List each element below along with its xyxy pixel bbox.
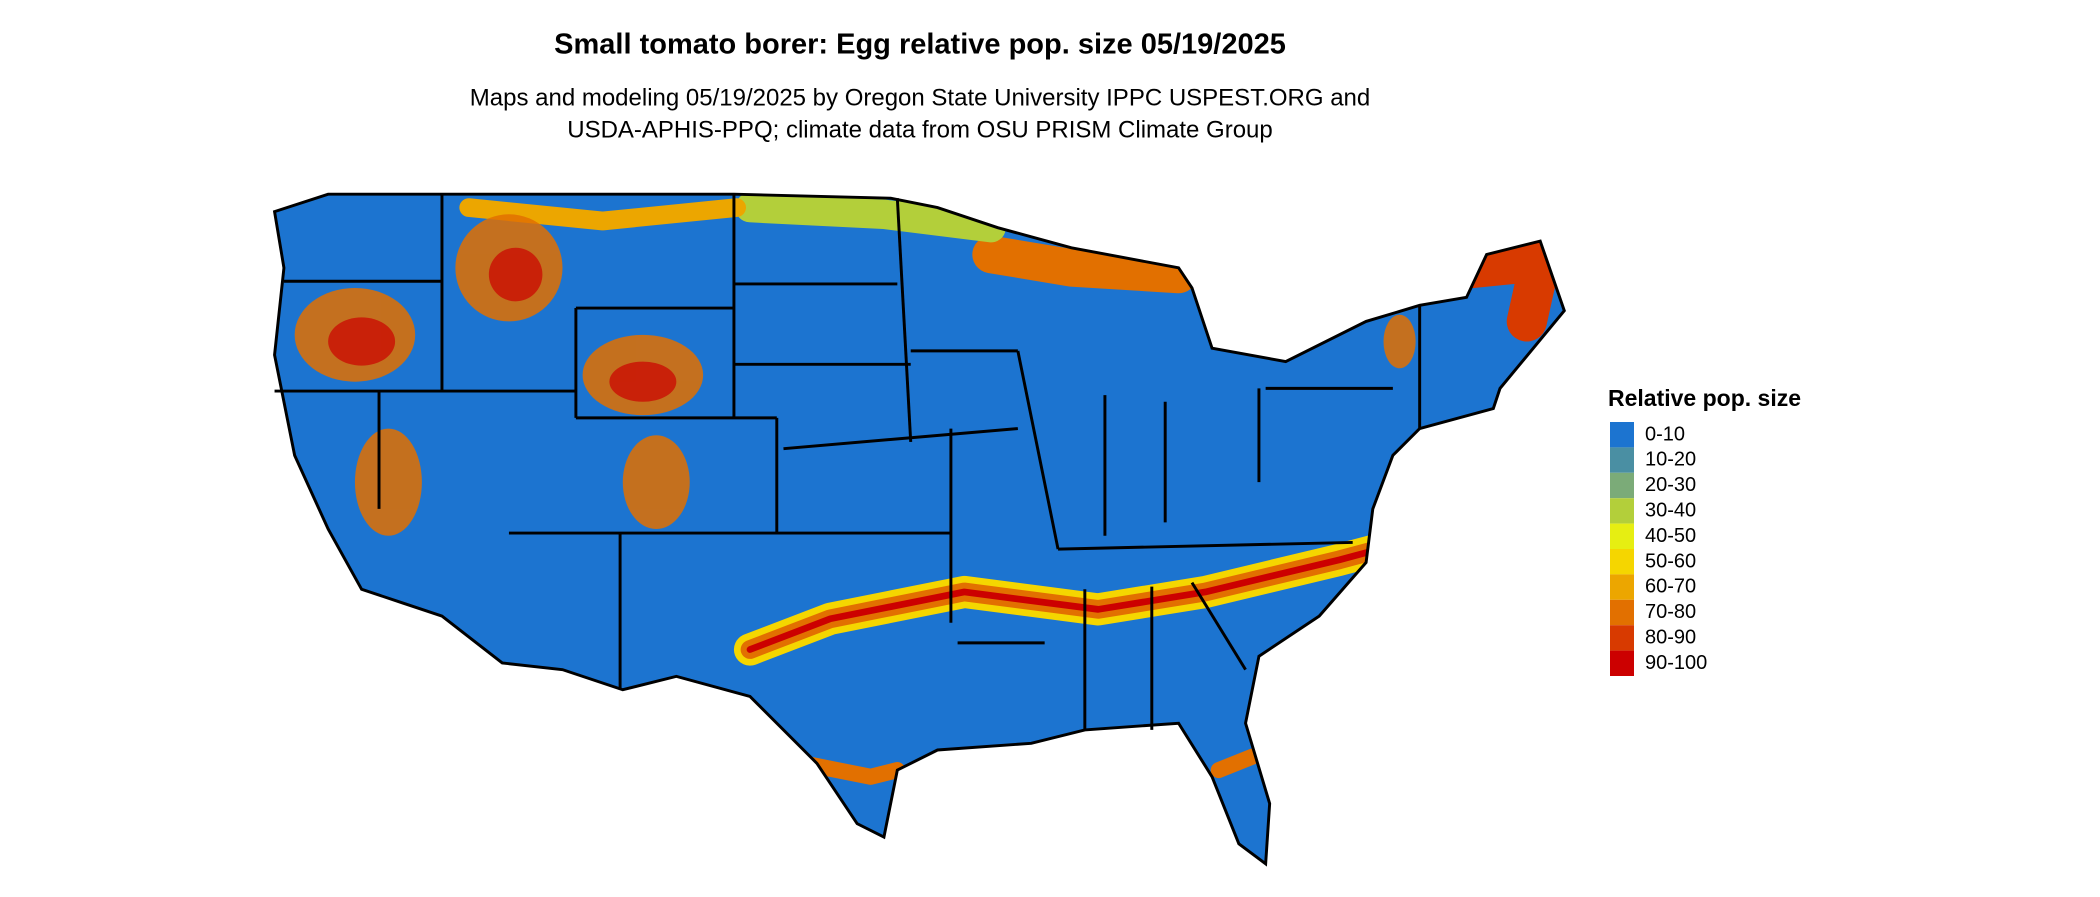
legend-label: 90-100 <box>1645 652 1707 674</box>
legend-title: Relative pop. size <box>1608 385 1801 411</box>
legend-swatch <box>1610 650 1634 676</box>
legend-swatch <box>1610 625 1634 651</box>
legend-swatch <box>1610 599 1634 626</box>
legend-label: 70-80 <box>1645 601 1696 623</box>
legend-label: 50-60 <box>1645 550 1696 572</box>
legend-swatch <box>1610 447 1634 473</box>
legend-label: 60-70 <box>1645 576 1696 598</box>
legend-label: 20-30 <box>1645 474 1696 496</box>
map-subtitle: USDA-APHIS-PPQ; climate data from OSU PR… <box>567 116 1273 143</box>
map-title: Small tomato borer: Egg relative pop. si… <box>554 29 1286 61</box>
legend-swatch <box>1610 549 1634 575</box>
legend-swatch <box>1610 523 1634 549</box>
legend-label: 30-40 <box>1645 499 1696 521</box>
us-map <box>273 192 1566 866</box>
legend-label: 80-90 <box>1645 626 1696 648</box>
legend-swatch <box>1610 498 1634 524</box>
legend-swatch <box>1610 472 1634 499</box>
legend-label: 0-10 <box>1645 423 1685 445</box>
legend-label: 40-50 <box>1645 525 1696 547</box>
legend-label: 10-20 <box>1645 449 1696 471</box>
map-subtitle: Maps and modeling 05/19/2025 by Oregon S… <box>470 84 1370 111</box>
legend-swatch <box>1610 574 1634 600</box>
legend-swatch <box>1610 422 1634 448</box>
